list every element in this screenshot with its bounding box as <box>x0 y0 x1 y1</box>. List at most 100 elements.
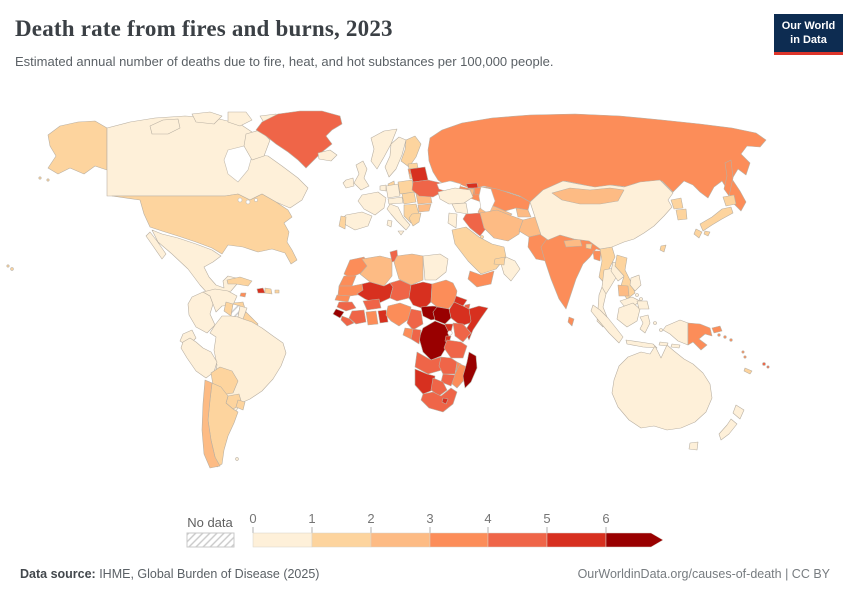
country-peru[interactable] <box>180 337 218 379</box>
colorbar-segment-3[interactable] <box>429 532 489 548</box>
country-germany[interactable] <box>385 183 401 199</box>
country-norway[interactable] <box>370 128 398 170</box>
country-nigeria[interactable] <box>385 302 412 327</box>
country-gabon[interactable] <box>402 327 414 340</box>
country-uk[interactable] <box>353 160 370 191</box>
maluku-islands[interactable] <box>653 321 657 325</box>
country-greenland[interactable] <box>255 110 343 169</box>
country-jamaica[interactable] <box>239 292 247 298</box>
solomon-islands[interactable] <box>729 338 733 342</box>
colorbar-segment-1[interactable] <box>311 532 372 548</box>
country-drc[interactable] <box>418 320 450 361</box>
colorbar-segment-0[interactable] <box>252 532 313 548</box>
country-iran[interactable] <box>479 209 524 242</box>
country-sierra-leone[interactable] <box>332 308 345 319</box>
country-chad[interactable] <box>408 281 433 310</box>
country-bangladesh[interactable] <box>592 250 602 262</box>
country-mexico[interactable] <box>145 229 238 297</box>
country-alaska[interactable] <box>47 120 108 175</box>
aleutian-islands[interactable] <box>38 176 42 180</box>
country-tanzania[interactable] <box>443 339 468 359</box>
country-turkey[interactable] <box>437 187 474 205</box>
country-bulgaria[interactable] <box>417 203 432 213</box>
country-mongolia[interactable] <box>551 187 625 205</box>
country-japan[interactable] <box>693 194 737 239</box>
country-italy[interactable] <box>386 203 411 236</box>
maluku-islands[interactable] <box>659 328 663 332</box>
owid-logo[interactable]: Our World in Data <box>774 14 843 55</box>
country-madagascar[interactable] <box>462 351 478 389</box>
country-georgia[interactable] <box>465 182 479 189</box>
hawaii-islands[interactable] <box>6 264 10 268</box>
country-south-korea[interactable] <box>675 208 688 221</box>
owid-url-license[interactable]: OurWorldinData.org/causes-of-death | CC … <box>577 567 830 581</box>
country-vanuatu[interactable] <box>743 355 747 359</box>
country-haiti[interactable] <box>256 287 266 294</box>
new-caledonia[interactable] <box>743 367 753 375</box>
country-portugal[interactable] <box>338 215 347 230</box>
country-papua-new-guinea[interactable] <box>687 322 723 351</box>
country-france[interactable] <box>357 191 387 216</box>
country-finland[interactable] <box>400 135 422 168</box>
country-cuba[interactable] <box>226 276 253 287</box>
country-switzerland-austria[interactable] <box>387 196 404 205</box>
country-vietnam[interactable] <box>614 254 636 300</box>
falkland-islands[interactable] <box>235 457 239 461</box>
country-benelux[interactable] <box>379 184 387 192</box>
country-somalia[interactable] <box>464 305 489 341</box>
country-australia[interactable] <box>611 344 713 451</box>
country-zambia[interactable] <box>438 356 458 375</box>
country-south-africa[interactable] <box>420 387 458 413</box>
country-syria[interactable] <box>451 202 469 215</box>
colorbar-segment-5[interactable] <box>546 532 607 548</box>
country-togo-benin[interactable] <box>377 309 389 324</box>
country-sweden[interactable] <box>384 136 407 178</box>
country-fiji[interactable] <box>762 362 766 366</box>
country-ivory-coast[interactable] <box>348 309 367 325</box>
country-usa[interactable] <box>111 193 298 265</box>
country-cambodia[interactable] <box>617 284 630 297</box>
country-zimbabwe[interactable] <box>440 373 456 387</box>
country-algeria[interactable] <box>359 255 393 287</box>
country-kyrgyzstan-tajikistan[interactable] <box>515 207 532 218</box>
country-cameroon[interactable] <box>406 308 424 331</box>
country-spain[interactable] <box>341 211 373 231</box>
country-fiji[interactable] <box>766 365 770 369</box>
country-new-zealand[interactable] <box>718 404 745 441</box>
country-north-korea[interactable] <box>670 197 684 210</box>
country-botswana[interactable] <box>430 377 448 397</box>
country-egypt[interactable] <box>422 253 449 281</box>
country-czech-hungary[interactable] <box>401 191 417 205</box>
country-kenya[interactable] <box>452 322 472 343</box>
country-liberia[interactable] <box>340 315 355 327</box>
country-dominican-republic[interactable] <box>264 287 273 295</box>
country-burkina-faso[interactable] <box>362 298 382 311</box>
country-iceland[interactable] <box>317 149 338 162</box>
country-western-sahara[interactable] <box>338 275 357 287</box>
country-belarus[interactable] <box>409 166 429 183</box>
country-ghana[interactable] <box>365 310 379 326</box>
country-poland[interactable] <box>397 179 415 195</box>
country-philippines[interactable] <box>629 274 650 310</box>
solomon-islands[interactable] <box>717 333 721 337</box>
visayas-islands[interactable] <box>635 293 639 297</box>
country-niger[interactable] <box>389 279 412 302</box>
visayas-islands[interactable] <box>639 297 643 301</box>
country-senegal[interactable] <box>334 294 351 303</box>
country-sri-lanka[interactable] <box>567 316 575 327</box>
country-yemen[interactable] <box>467 270 495 288</box>
country-uruguay[interactable] <box>235 399 246 411</box>
aleutian-islands[interactable] <box>46 178 50 182</box>
country-israel-jordan[interactable] <box>447 212 458 229</box>
solomon-islands[interactable] <box>723 335 727 339</box>
hawaii-islands[interactable] <box>10 267 14 271</box>
country-nepal[interactable] <box>563 238 583 248</box>
country-kuwait[interactable] <box>480 235 484 239</box>
country-guinea[interactable] <box>336 301 357 312</box>
country-puerto-rico[interactable] <box>274 289 280 294</box>
country-chile[interactable] <box>201 379 221 469</box>
country-libya[interactable] <box>393 253 424 286</box>
country-lesotho[interactable] <box>441 397 449 405</box>
colorbar-segment-6-arrow[interactable] <box>605 532 664 548</box>
country-uae-qatar[interactable] <box>493 256 506 266</box>
